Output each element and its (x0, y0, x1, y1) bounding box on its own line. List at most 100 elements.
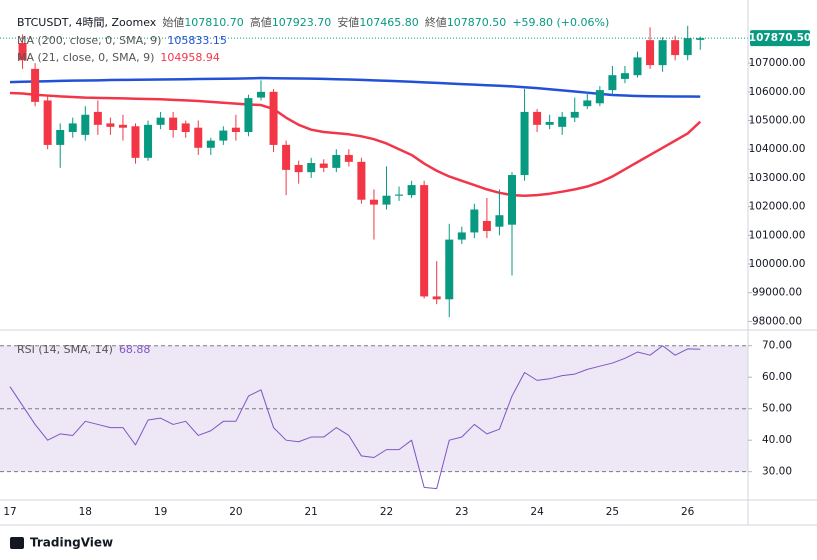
candle-body (608, 75, 617, 91)
candle-body (131, 126, 140, 158)
x-tick-label: 23 (455, 506, 468, 518)
candle-body (395, 194, 404, 196)
legend-value: 68.88 (119, 343, 151, 356)
candle-body (282, 144, 291, 170)
candle-body (181, 123, 190, 132)
candle-body (470, 209, 479, 233)
ohlc-value: 107810.70 (184, 16, 244, 29)
rsi-legend: RSI (14, SMA, 14) 68.88 (17, 343, 150, 356)
candle-body (219, 130, 228, 141)
footer-logo: TradingView (10, 536, 113, 550)
candle-body (407, 185, 416, 196)
candle-body (696, 38, 705, 40)
y-tick-label: 106000.00 (749, 86, 806, 98)
candle-body (169, 117, 178, 130)
candle-body (43, 100, 52, 145)
x-tick-label: 26 (681, 506, 695, 518)
x-tick-label: 17 (3, 506, 16, 518)
legend-name: MA (21, close, 0, SMA, 9) (17, 51, 154, 64)
price-marker-label: 107870.50 (749, 32, 811, 44)
y-tick-label: 107000.00 (749, 57, 806, 69)
candle-body (545, 121, 554, 125)
candle-body (646, 40, 655, 66)
candle-body (68, 123, 77, 132)
candle-body (257, 91, 265, 98)
x-tick-label: 24 (530, 506, 544, 518)
candle-body (382, 195, 391, 205)
candle-body (457, 232, 466, 240)
ohlc-value: 107923.70 (272, 16, 332, 29)
series-line (9, 91, 702, 197)
candle-body (508, 175, 516, 225)
axis-layer: 17 18 19 20 21 22 23 24 25 26 98000.00 99000.00 1000… (3, 30, 811, 518)
candle-body (620, 73, 629, 79)
ohlc-label: 安値 (337, 15, 359, 29)
candle-body (357, 161, 366, 200)
candle-body (658, 40, 667, 66)
legend-value: 105833.15 (167, 34, 227, 47)
y-tick-label: 98000.00 (752, 315, 802, 327)
x-tick-label: 25 (606, 506, 619, 518)
candle-body (495, 215, 504, 227)
candle-body (81, 114, 90, 135)
candle-body (520, 111, 529, 176)
candle-body (56, 129, 65, 145)
y-tick-label: 103000.00 (749, 172, 806, 184)
candle-body (369, 199, 378, 205)
candle-body (533, 111, 542, 125)
legend-name: MA (200, close, 0, SMA, 9) (17, 34, 161, 47)
candle-body (194, 127, 203, 148)
y-tick-label: 30.00 (762, 466, 792, 478)
ohlc-value: 107870.50 (447, 16, 507, 29)
candle-body (144, 124, 153, 158)
header: BTCUSDT, 4時間, Zoomex 始値107810.70 高値107923.… (17, 15, 609, 29)
y-tick-label: 105000.00 (749, 115, 806, 127)
y-tick-label: 40.00 (762, 434, 792, 446)
ohlc-value: 107465.80 (359, 16, 419, 29)
candle-body (671, 40, 680, 56)
candle-body (18, 43, 27, 61)
candle-body (231, 127, 240, 132)
ohlc-label: 終値 (425, 15, 447, 29)
y-tick-label: 70.00 (762, 340, 792, 352)
candle-body (244, 98, 253, 132)
candle-body (156, 117, 165, 125)
candle-body (570, 111, 579, 118)
footer-text: TradingView (30, 536, 113, 550)
candle-body (432, 296, 441, 300)
legend-name: RSI (14, SMA, 14) (17, 343, 113, 356)
candle-body (633, 57, 642, 76)
series-line (9, 345, 701, 490)
candle-body (106, 123, 115, 127)
plot-layer (0, 25, 748, 490)
ma-legend: MA (21, close, 0, SMA, 9) 104958.94 (17, 51, 220, 64)
candle-body (307, 162, 316, 173)
ohlc-label: 始値 (162, 15, 184, 29)
candle-body (583, 100, 592, 107)
legend-value: 104958.94 (160, 51, 220, 64)
x-tick-label: 20 (229, 506, 242, 518)
change: +59.80 (+0.06%) (512, 16, 609, 29)
x-tick-label: 21 (305, 506, 318, 518)
candle-body (683, 38, 692, 56)
y-tick-label: 50.00 (762, 403, 792, 415)
y-tick-label: 102000.00 (749, 201, 806, 213)
candle-body (93, 111, 102, 125)
candle-body (420, 185, 429, 297)
candle-body (118, 124, 127, 128)
candle-body (294, 165, 303, 173)
x-tick-label: 22 (380, 506, 393, 518)
symbol: BTCUSDT, 4時間, Zoomex (17, 16, 157, 29)
candle-body (558, 116, 567, 127)
candle-body (482, 220, 491, 231)
y-tick-label: 104000.00 (749, 143, 806, 155)
x-tick-label: 19 (154, 506, 167, 518)
candle-body (206, 140, 215, 148)
price-marker (750, 30, 810, 47)
y-tick-label: 60.00 (762, 371, 792, 383)
candle-body (31, 68, 40, 102)
y-tick-label: 100000.00 (749, 258, 806, 270)
candle-body (445, 239, 454, 300)
